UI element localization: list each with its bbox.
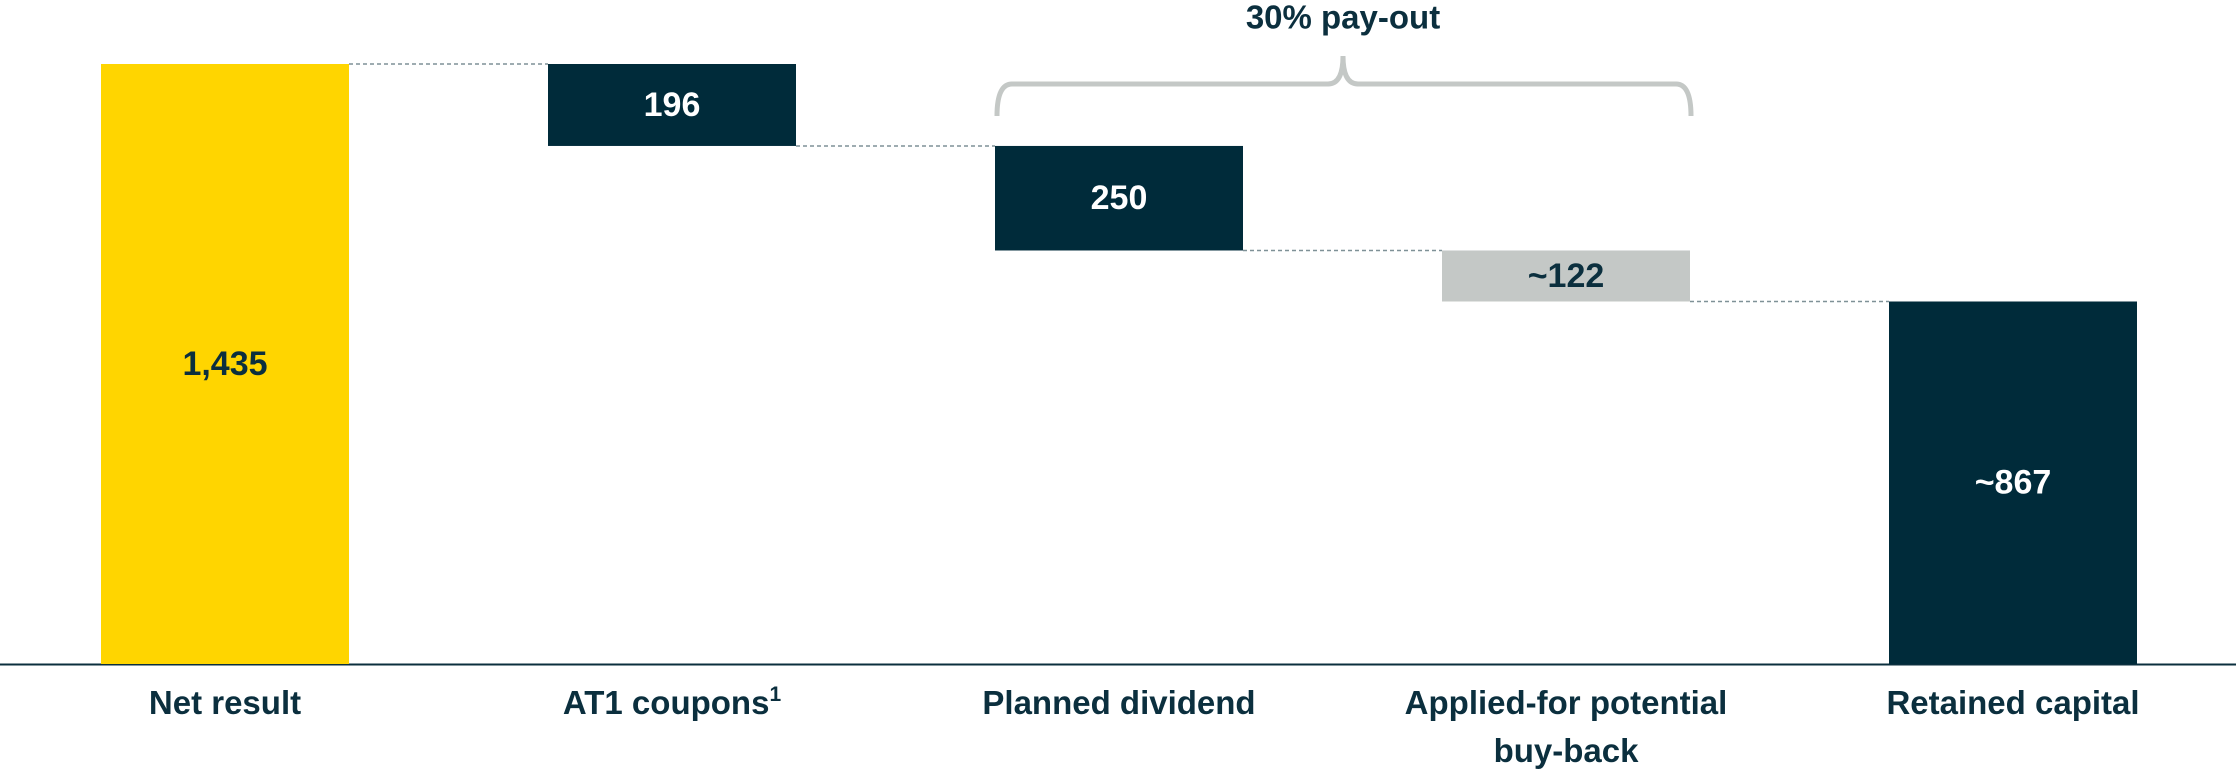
- footnote-mark: 1: [769, 683, 782, 706]
- bar: [1889, 301, 2137, 664]
- x-tick-label: Retained capital: [1833, 679, 2193, 727]
- value-label: ~122: [1528, 257, 1605, 295]
- bar: [1442, 250, 1690, 302]
- x-tick-label: AT1 coupons1: [492, 679, 852, 727]
- bar: [995, 145, 1243, 251]
- category-text: Retained capital: [1886, 684, 2140, 721]
- category-text: AT1 coupons: [562, 684, 770, 721]
- value-label: 196: [644, 86, 701, 124]
- bracket-label: 30% pay-out: [1246, 0, 1440, 36]
- value-label: 1,435: [182, 345, 267, 383]
- value-label: ~867: [1975, 464, 2052, 502]
- bracket: [994, 55, 1694, 117]
- x-tick-label: Planned dividend: [939, 679, 1299, 727]
- value-label: 250: [1091, 179, 1148, 217]
- x-tick-label: Applied-for potential buy-back: [1386, 679, 1746, 771]
- x-tick-label: Net result: [45, 679, 405, 727]
- bar: [101, 64, 349, 664]
- category-text: Planned dividend: [982, 684, 1256, 721]
- bar: [548, 64, 796, 146]
- category-text: Net result: [148, 684, 302, 721]
- category-text: Applied-for potential buy-back: [1404, 684, 1728, 769]
